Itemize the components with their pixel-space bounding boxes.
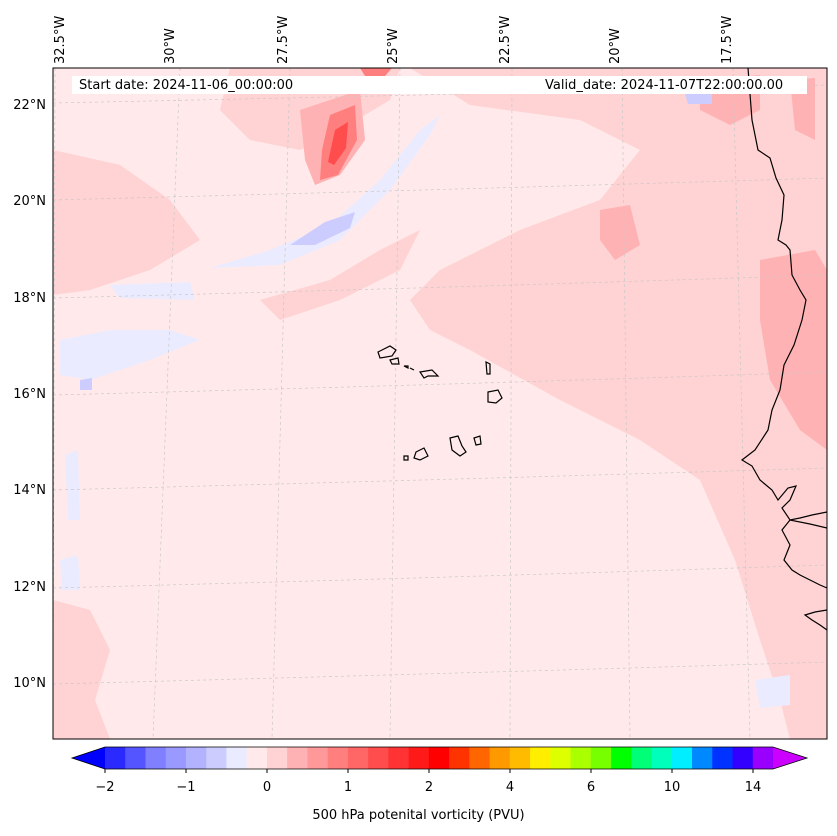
colorbar-segment (590, 747, 612, 769)
colorbar-segment (125, 747, 146, 769)
colorbar-segment (509, 747, 531, 769)
pv-negative-streak-3 (60, 330, 200, 380)
cape-verde-islands (377, 345, 503, 461)
pv-field-pocket-3 (600, 205, 640, 260)
colorbar-segment (651, 747, 673, 769)
start-date-label: Start date: 2024-11-06_00:00:00 (79, 78, 294, 93)
pv-negative-streak-9 (80, 378, 92, 390)
coastline (740, 68, 827, 631)
lat-label-20n: 20°N (13, 194, 46, 209)
info-bar (72, 76, 807, 94)
lat-label-22n: 22°N (13, 98, 46, 113)
colorbar-tick-1: 1 (343, 780, 353, 795)
pv-field-region-cen (260, 230, 420, 320)
colorbar-segment (206, 747, 227, 769)
colorbar-segment (611, 747, 632, 769)
lat-label-18n: 18°N (13, 291, 46, 306)
pv-negative-streak-5 (65, 450, 80, 520)
colorbar-tick-2: 2 (424, 780, 434, 795)
pv-negative-streak-4 (110, 282, 195, 300)
colorbar-segment (712, 747, 734, 769)
pv-field-core-inner (328, 122, 348, 165)
colorbar-segment (550, 747, 572, 769)
colorbar-segment (570, 747, 592, 769)
colorbar-segment (732, 747, 754, 769)
colorbar-segment (752, 747, 774, 769)
colorbar-tick-14: 14 (744, 780, 762, 795)
pv-field-region-w (53, 150, 200, 295)
colorbar-tick-m2: −2 (95, 780, 115, 795)
pv-field-region-sw (53, 600, 110, 739)
pv-negative-streak-8 (685, 92, 712, 104)
colorbar-tick-4: 4 (505, 780, 515, 795)
colorbar-segment (631, 747, 653, 769)
colorbar-segment (428, 747, 450, 769)
colorbar-segment (145, 747, 167, 769)
colorbar-segment (165, 747, 187, 769)
colorbar-segment (307, 747, 329, 769)
pv-negative-streak-6 (60, 555, 80, 590)
colorbar-segment (692, 747, 713, 769)
colorbar-segment (327, 747, 349, 769)
pv-field-pocket-2 (760, 250, 827, 450)
colorbar-tick-10: 10 (663, 780, 681, 795)
pv-field-region-ne (410, 68, 827, 739)
lat-label-12n: 12°N (13, 580, 46, 595)
colorbar-segment (246, 747, 268, 769)
colorbar-segment (226, 747, 248, 769)
colorbar-segment (671, 747, 693, 769)
colorbar-segment (469, 747, 491, 769)
lat-label-16n: 16°N (13, 387, 46, 402)
colorbar-label: 500 hPa potenital vorticity (PVU) (312, 808, 525, 823)
lat-label-10n: 10°N (13, 676, 46, 691)
colorbar-extend-high (773, 747, 807, 769)
pv-field-top-edge (360, 68, 392, 76)
pv-negative-streak-7 (755, 675, 790, 708)
colorbar-segment (266, 747, 288, 769)
colorbar-segment (388, 747, 410, 769)
lat-label-14n: 14°N (13, 483, 46, 498)
colorbar-tick-0: 0 (262, 780, 272, 795)
colorbar-tick-m1: −1 (176, 780, 196, 795)
colorbar-segment (449, 747, 470, 769)
colorbar-segment (287, 747, 308, 769)
colorbar-segment (368, 747, 389, 769)
colorbar-segment (489, 747, 511, 769)
pv-negative-streak-2 (290, 212, 355, 245)
colorbar-extend-low (72, 747, 105, 769)
graticule (53, 68, 827, 739)
colorbar-segment (530, 747, 551, 769)
colorbar-segment (347, 747, 369, 769)
colorbar-segment (408, 747, 430, 769)
colorbar-tick-6: 6 (586, 780, 596, 795)
colorbar-segment (185, 747, 207, 769)
colorbar-segment (105, 747, 126, 769)
valid-date-label: Valid_date: 2024-11-07T22:00:00.00 (545, 78, 784, 93)
map-frame (52, 67, 828, 740)
